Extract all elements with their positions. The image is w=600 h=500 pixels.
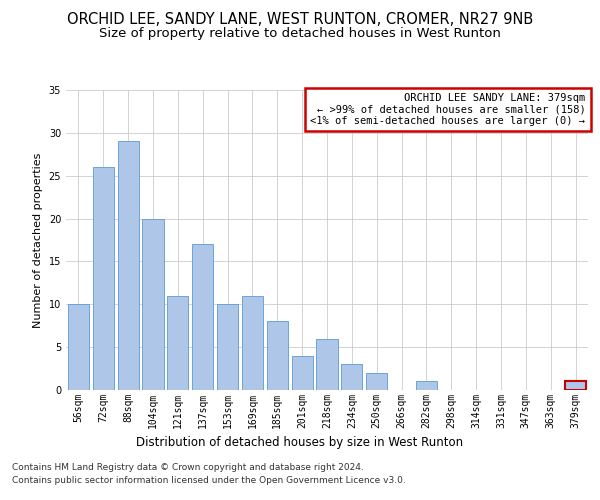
Bar xyxy=(192,244,213,390)
Text: Distribution of detached houses by size in West Runton: Distribution of detached houses by size … xyxy=(136,436,464,449)
Bar xyxy=(316,338,338,390)
Y-axis label: Number of detached properties: Number of detached properties xyxy=(33,152,43,328)
Bar xyxy=(366,373,387,390)
Bar xyxy=(292,356,313,390)
Bar xyxy=(68,304,89,390)
Text: Size of property relative to detached houses in West Runton: Size of property relative to detached ho… xyxy=(99,28,501,40)
Bar xyxy=(341,364,362,390)
Text: Contains HM Land Registry data © Crown copyright and database right 2024.: Contains HM Land Registry data © Crown c… xyxy=(12,464,364,472)
Bar xyxy=(242,296,263,390)
Bar xyxy=(416,382,437,390)
Text: Contains public sector information licensed under the Open Government Licence v3: Contains public sector information licen… xyxy=(12,476,406,485)
Bar xyxy=(565,382,586,390)
Bar xyxy=(142,218,164,390)
Bar xyxy=(93,167,114,390)
Text: ORCHID LEE SANDY LANE: 379sqm
← >99% of detached houses are smaller (158)
<1% of: ORCHID LEE SANDY LANE: 379sqm ← >99% of … xyxy=(310,93,586,126)
Bar xyxy=(167,296,188,390)
Text: ORCHID LEE, SANDY LANE, WEST RUNTON, CROMER, NR27 9NB: ORCHID LEE, SANDY LANE, WEST RUNTON, CRO… xyxy=(67,12,533,28)
Bar xyxy=(217,304,238,390)
Bar xyxy=(118,142,139,390)
Bar xyxy=(267,322,288,390)
